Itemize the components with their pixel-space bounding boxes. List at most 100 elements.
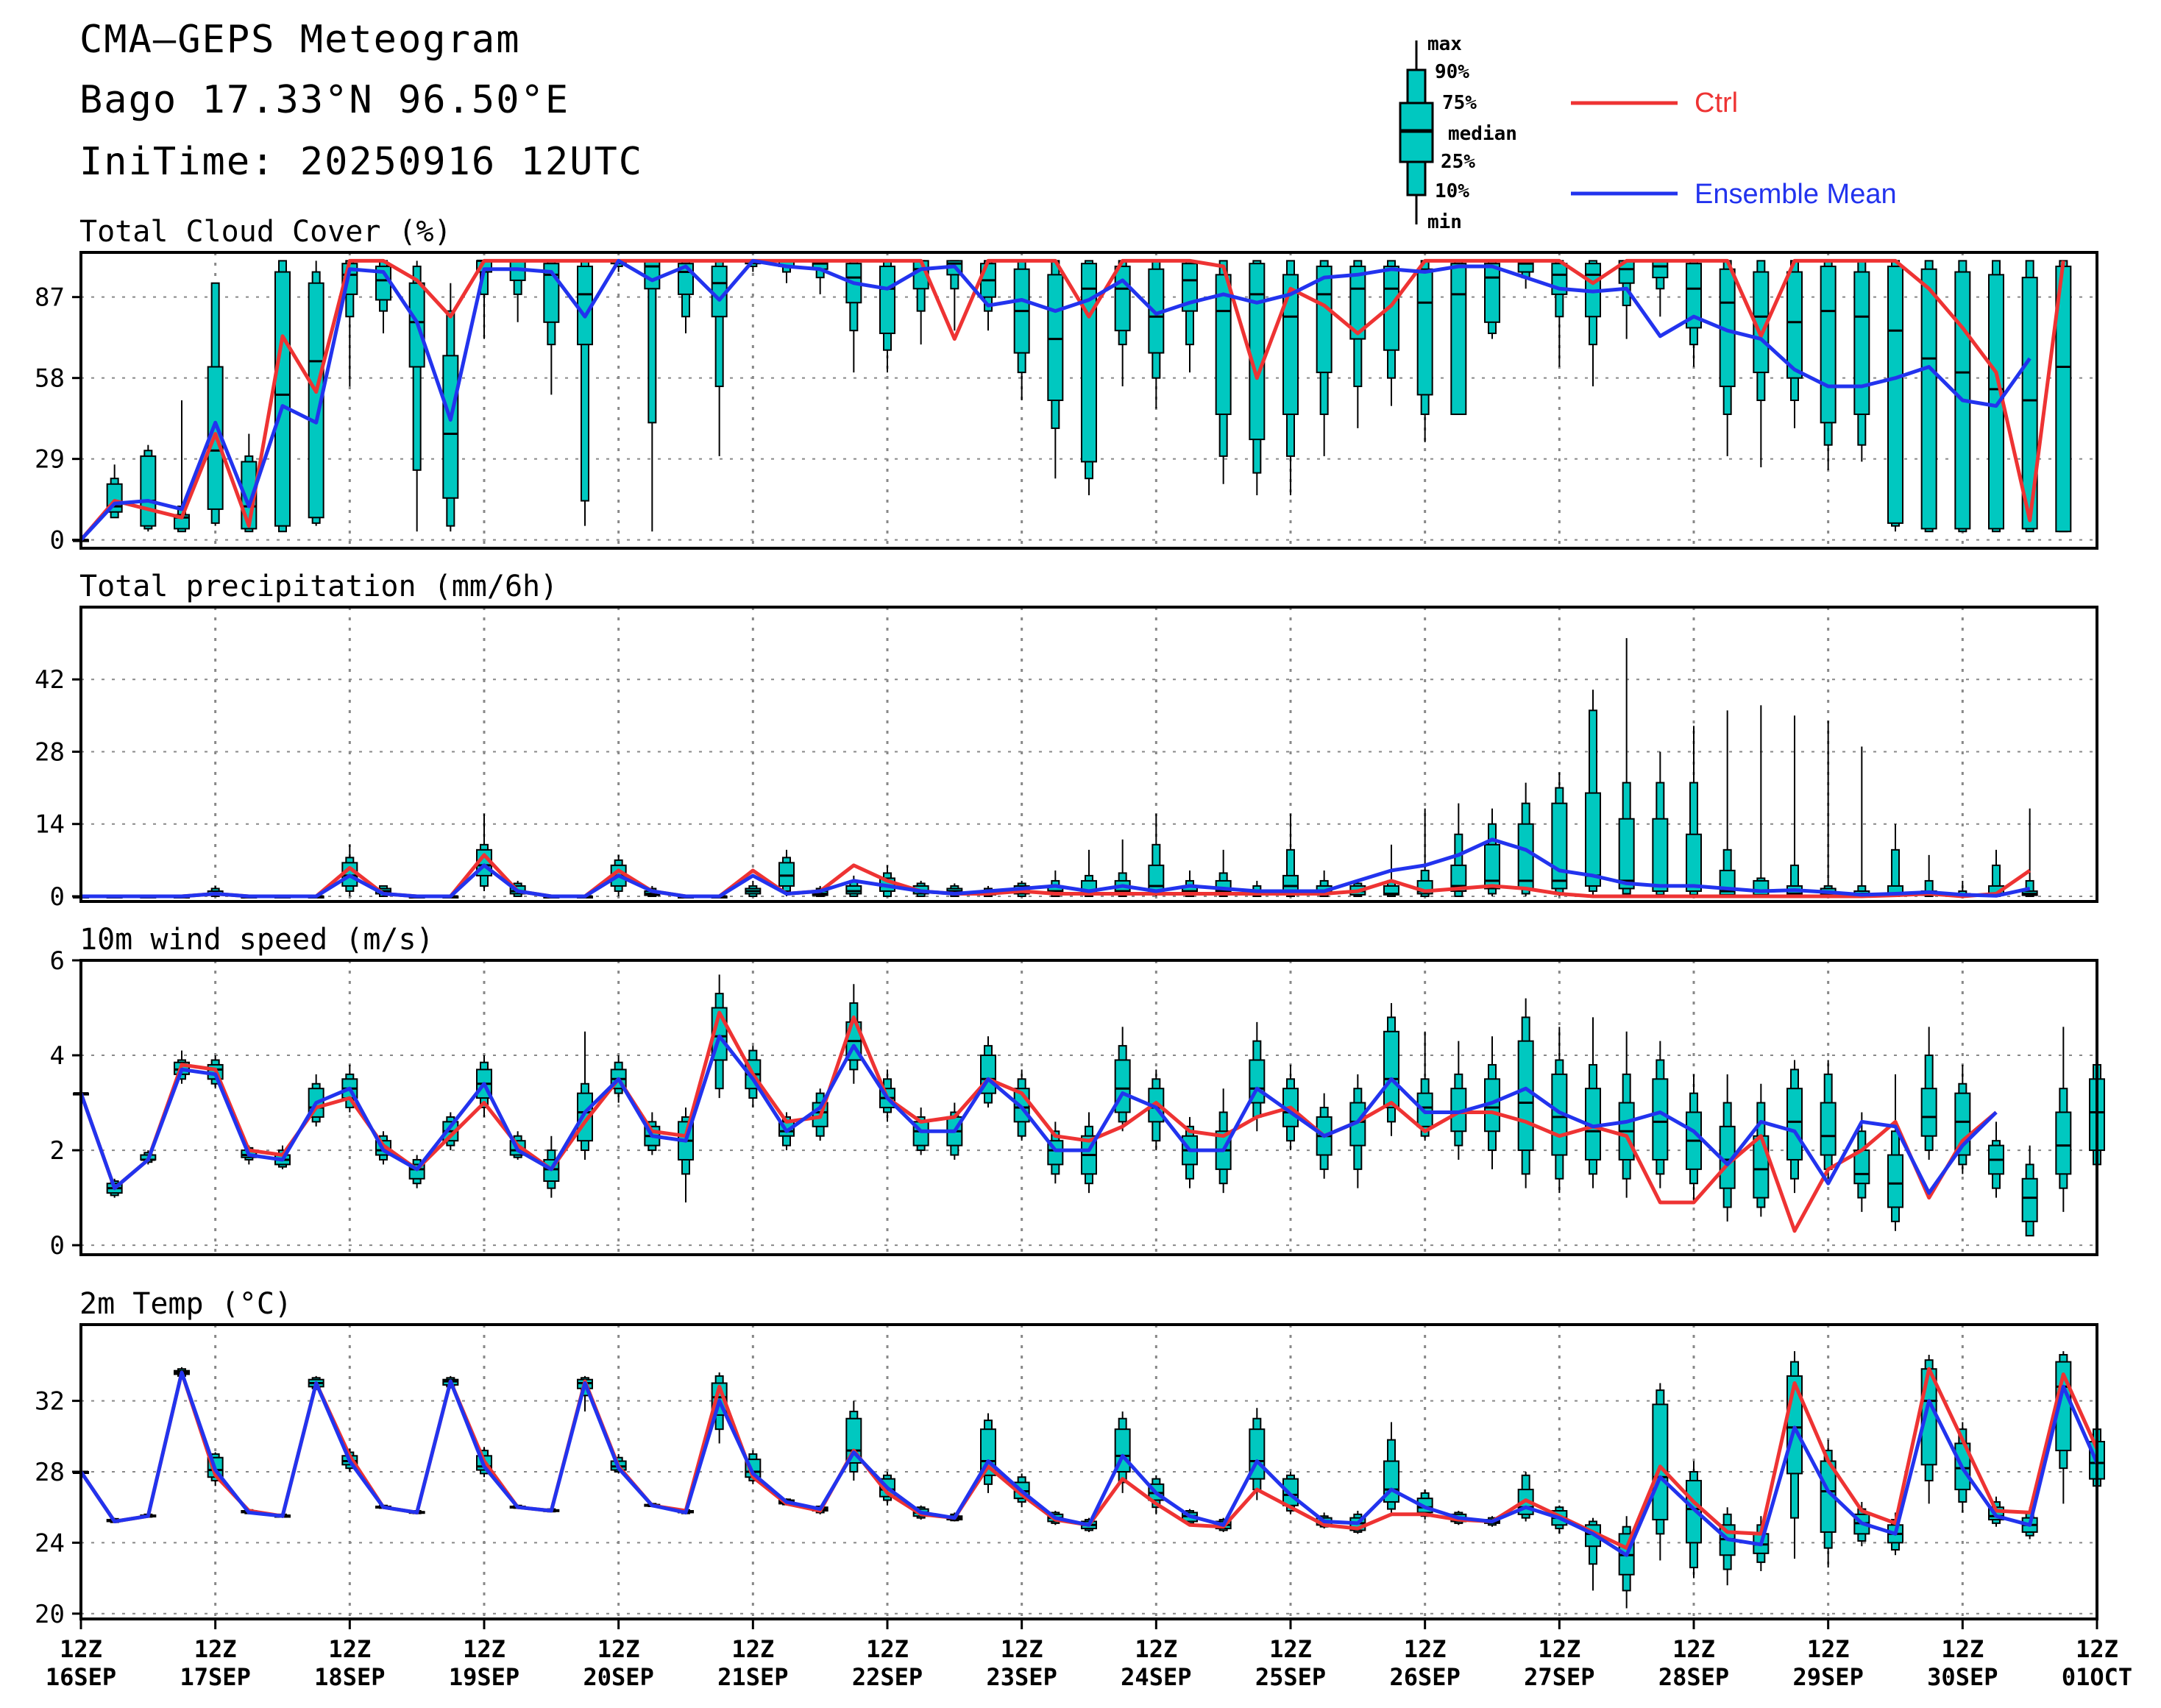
ensemble-box — [1920, 260, 1937, 533]
ensemble-box — [308, 261, 324, 526]
y-tick-label: 32 — [35, 1387, 65, 1417]
ensemble-box — [1988, 1121, 2004, 1198]
ensemble-box — [2021, 260, 2038, 533]
ensemble-box — [1148, 813, 1165, 896]
ensemble-box — [711, 260, 728, 456]
box-p25-p75 — [1484, 843, 1500, 890]
panel-2: 10m wind speed (m/s) 0 2 4 6 — [50, 923, 2105, 1261]
ensemble-box — [2021, 1145, 2038, 1237]
ensemble-box — [1114, 1027, 1131, 1132]
ensemble-box — [174, 400, 190, 533]
ensemble-box — [1887, 823, 1903, 897]
legend-ctrl-label: Ctrl — [1695, 88, 1738, 118]
ensemble-box — [845, 260, 862, 373]
init-time-label: IniTime: 20250916 12UTC — [79, 140, 644, 184]
y-tick-label: 0 — [50, 1231, 65, 1261]
ensemble-box — [1853, 746, 1870, 897]
box-p25-p75 — [1652, 1078, 1669, 1160]
legend-mean-label: Ensemble Mean — [1695, 179, 1897, 210]
x-tick-day: 30SEP — [1927, 1663, 1998, 1691]
x-tick-day: 18SEP — [314, 1663, 385, 1691]
panel-frame — [79, 1323, 2098, 1620]
ensemble-mean-line — [79, 1034, 1998, 1195]
ensemble-box — [1282, 813, 1299, 897]
ensemble-box — [476, 813, 492, 891]
x-tick-day: 29SEP — [1793, 1663, 1864, 1691]
x-tick-day: 27SEP — [1524, 1663, 1594, 1691]
ensemble-box — [375, 260, 391, 333]
ensemble-box — [1416, 1031, 1433, 1141]
box-p10-p90 — [412, 265, 422, 471]
box-p25-p75 — [1686, 263, 1702, 329]
panel-1: Total precipitation (mm/6h) 0 14 28 42 — [35, 570, 2098, 912]
panel-3: 2m Temp (°C) 20 24 28 32 — [35, 1287, 2105, 1629]
ensemble-box — [408, 261, 425, 532]
ensemble-box — [1920, 1027, 1937, 1160]
y-tick-label: 6 — [50, 946, 65, 976]
x-tick-hour: 12Z — [1538, 1635, 1580, 1663]
ensemble-box — [274, 260, 291, 533]
ensemble-box — [1383, 844, 1399, 897]
x-tick-day: 23SEP — [987, 1663, 1057, 1691]
ensemble-box — [1081, 1112, 1097, 1194]
x-tick-hour: 12Z — [1001, 1635, 1043, 1663]
box-p25-p75 — [1383, 1030, 1399, 1108]
ensemble-box — [1820, 1060, 1837, 1179]
x-tick-hour: 12Z — [1672, 1635, 1715, 1663]
y-tick-label: 0 — [50, 882, 65, 912]
ensemble-box — [2021, 808, 2038, 897]
ensemble-box — [1282, 260, 1299, 495]
ensemble-box — [1719, 710, 1736, 897]
ensemble-box — [1686, 1461, 1702, 1578]
legend-p10-label: 10% — [1435, 180, 1469, 202]
ensemble-box — [1215, 260, 1232, 484]
ensemble-box — [1349, 1074, 1366, 1188]
legend-p25-label: 25% — [1441, 151, 1475, 173]
ensemble-box — [1820, 260, 1837, 470]
y-tick-label: 24 — [35, 1528, 65, 1558]
ensemble-box — [1484, 260, 1500, 339]
ensemble-box — [1652, 751, 1669, 896]
x-tick-day: 21SEP — [717, 1663, 788, 1691]
ensemble-box — [1383, 260, 1399, 406]
ensemble-box — [1686, 260, 1702, 367]
box-p25-p75 — [1786, 271, 1803, 379]
box-p25-p75 — [1517, 1040, 1534, 1152]
y-tick-label: 4 — [50, 1041, 65, 1071]
x-tick-day: 22SEP — [852, 1663, 923, 1691]
ensemble-box — [812, 260, 828, 294]
box-p25-p75 — [140, 455, 157, 527]
legend-min-label: min — [1427, 211, 1462, 233]
ensemble-box — [1853, 1112, 1870, 1212]
box-p25-p75 — [1316, 265, 1333, 374]
x-tick-hour: 12Z — [597, 1635, 640, 1663]
box-p25-p75 — [845, 1417, 862, 1464]
box-p25-p75 — [1416, 268, 1433, 396]
box-p25-p75 — [845, 885, 862, 895]
box-p25-p75 — [1887, 1154, 1903, 1208]
box-p25-p75 — [1920, 268, 1937, 530]
box-p25-p75 — [1853, 271, 1870, 415]
y-tick-label: 29 — [35, 445, 65, 475]
ensemble-box — [1416, 260, 1433, 442]
box-p25-p75 — [1686, 833, 1702, 892]
ensemble-box — [1954, 1064, 1971, 1174]
ensemble-box — [879, 260, 895, 373]
ensemble-box — [140, 444, 157, 532]
ensemble-box — [845, 875, 862, 897]
x-tick-day: 28SEP — [1658, 1663, 1729, 1691]
y-tick-label: 42 — [35, 665, 65, 695]
ensemble-box — [1887, 1074, 1903, 1231]
ensemble-box — [845, 1400, 862, 1481]
ensemble-box — [1887, 260, 1903, 532]
y-tick-label: 2 — [50, 1136, 65, 1166]
box-p10-p90 — [1924, 879, 1934, 897]
ensemble-box — [1383, 1422, 1399, 1517]
ensemble-box — [1585, 1017, 1601, 1188]
x-tick-hour: 12Z — [463, 1635, 505, 1663]
x-tick-day: 25SEP — [1255, 1663, 1326, 1691]
chart-title: CMA—GEPS Meteogram — [79, 18, 521, 62]
ensemble-box — [1517, 1472, 1534, 1522]
ensemble-box — [1618, 260, 1635, 339]
